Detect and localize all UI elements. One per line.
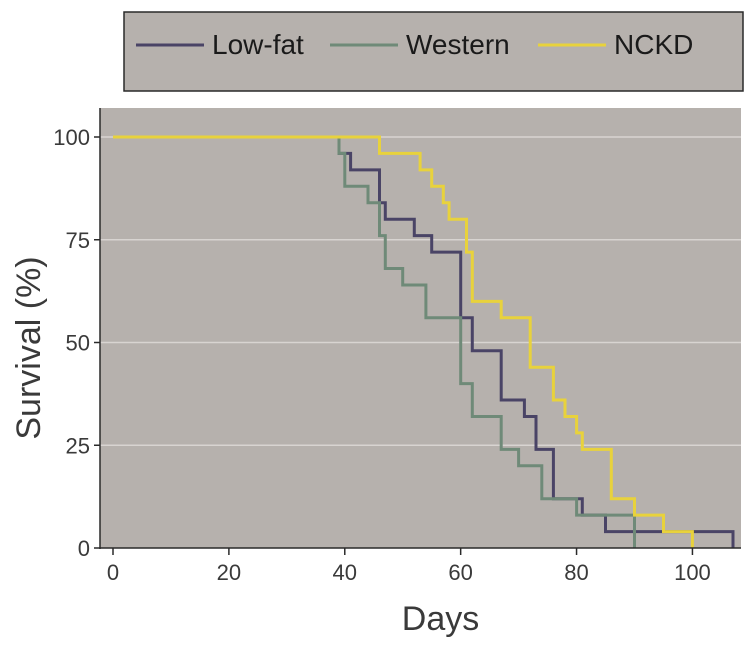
plot-area [100, 108, 741, 548]
legend-label: NCKD [614, 29, 693, 60]
x-tick-label: 40 [333, 560, 357, 585]
x-axis-title: Days [402, 600, 479, 638]
y-tick-label: 100 [53, 125, 90, 150]
series-line-western [113, 135, 636, 548]
x-tick-label: 60 [448, 560, 472, 585]
legend: Low-fat Western NCKD [123, 11, 744, 92]
series-line-low-fat [113, 135, 735, 548]
x-tick-label: 80 [564, 560, 588, 585]
x-tick-label: 100 [674, 560, 711, 585]
y-tick-label: 0 [78, 536, 90, 561]
legend-label: Low-fat [212, 29, 304, 60]
gridlines [100, 136, 741, 446]
y-tick-label: 25 [66, 433, 90, 458]
series-line-nckd [113, 135, 694, 548]
x-tick-label: 20 [217, 560, 241, 585]
y-tick-label: 50 [66, 331, 90, 356]
series-layer [113, 135, 735, 548]
axes: 0 25 50 75 100 0 20 40 60 80 100 [53, 108, 741, 585]
legend-box [123, 11, 744, 92]
legend-label: Western [406, 29, 510, 60]
y-tick-label: 75 [66, 228, 90, 253]
y-axis-title: Survival (%) [10, 256, 48, 439]
x-tick-label: 0 [107, 560, 119, 585]
